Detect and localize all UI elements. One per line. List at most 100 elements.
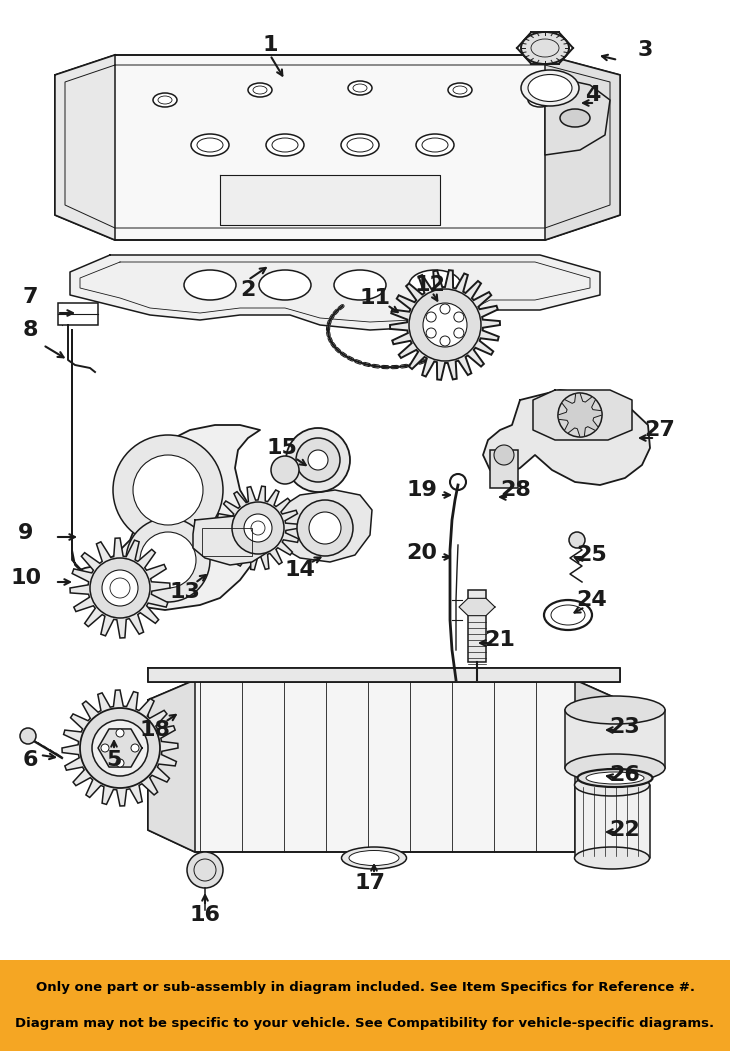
Circle shape <box>133 455 203 526</box>
Circle shape <box>309 512 341 544</box>
Text: Diagram may not be specific to your vehicle. See Compatibility for vehicle-speci: Diagram may not be specific to your vehi… <box>15 1017 715 1030</box>
Circle shape <box>20 728 36 744</box>
Circle shape <box>426 312 436 322</box>
Bar <box>565 710 665 768</box>
Ellipse shape <box>560 109 590 127</box>
Text: 4: 4 <box>585 85 601 105</box>
Circle shape <box>409 289 481 360</box>
Text: 13: 13 <box>169 582 201 602</box>
Circle shape <box>308 450 328 470</box>
Polygon shape <box>558 393 602 437</box>
Circle shape <box>116 729 124 737</box>
Ellipse shape <box>565 696 665 724</box>
Ellipse shape <box>349 850 399 866</box>
Text: 21: 21 <box>485 630 515 650</box>
Text: 25: 25 <box>577 545 607 565</box>
Text: 20: 20 <box>407 543 437 563</box>
Circle shape <box>244 514 272 542</box>
Ellipse shape <box>575 774 650 796</box>
Polygon shape <box>148 680 620 852</box>
Circle shape <box>494 445 514 465</box>
Polygon shape <box>55 55 620 240</box>
Circle shape <box>187 852 223 888</box>
Text: 28: 28 <box>501 480 531 500</box>
Text: 7: 7 <box>22 287 38 307</box>
Bar <box>202 528 252 556</box>
Ellipse shape <box>348 81 372 95</box>
Ellipse shape <box>334 270 386 300</box>
Circle shape <box>113 435 223 545</box>
Polygon shape <box>70 538 170 638</box>
Text: 23: 23 <box>610 717 640 737</box>
Ellipse shape <box>259 270 311 300</box>
Text: 15: 15 <box>266 438 297 458</box>
Circle shape <box>90 558 150 618</box>
Ellipse shape <box>521 32 569 64</box>
Circle shape <box>131 744 139 753</box>
Text: 12: 12 <box>415 275 445 295</box>
Text: 10: 10 <box>10 568 42 588</box>
Polygon shape <box>55 55 115 240</box>
Text: 14: 14 <box>285 560 315 580</box>
Bar <box>148 668 620 682</box>
Circle shape <box>440 304 450 314</box>
Ellipse shape <box>184 270 236 300</box>
Text: 24: 24 <box>577 590 607 610</box>
Polygon shape <box>575 680 620 852</box>
Text: 18: 18 <box>139 720 171 740</box>
Polygon shape <box>70 255 600 330</box>
Text: 8: 8 <box>22 320 38 341</box>
Circle shape <box>454 328 464 338</box>
Bar <box>468 590 486 662</box>
Circle shape <box>126 518 210 602</box>
Circle shape <box>286 428 350 492</box>
Bar <box>58 303 98 325</box>
Circle shape <box>558 393 602 437</box>
Circle shape <box>140 532 196 588</box>
Ellipse shape <box>586 772 644 784</box>
Circle shape <box>568 403 592 427</box>
Circle shape <box>569 532 585 548</box>
Circle shape <box>92 720 148 776</box>
Text: 27: 27 <box>645 420 675 440</box>
Polygon shape <box>545 75 610 154</box>
Ellipse shape <box>342 847 407 869</box>
Polygon shape <box>98 729 142 767</box>
Circle shape <box>101 744 109 753</box>
Text: 2: 2 <box>240 280 256 300</box>
Ellipse shape <box>153 92 177 107</box>
Polygon shape <box>148 680 195 852</box>
Circle shape <box>296 438 340 482</box>
Ellipse shape <box>416 133 454 156</box>
Ellipse shape <box>528 75 572 102</box>
Circle shape <box>426 328 436 338</box>
Text: 1: 1 <box>262 35 277 55</box>
Polygon shape <box>62 691 178 806</box>
Polygon shape <box>483 390 650 485</box>
Circle shape <box>440 336 450 346</box>
Text: 16: 16 <box>190 905 220 925</box>
Text: 6: 6 <box>22 750 38 770</box>
Polygon shape <box>390 270 500 379</box>
Polygon shape <box>220 176 440 225</box>
Ellipse shape <box>341 133 379 156</box>
Polygon shape <box>545 55 620 240</box>
Ellipse shape <box>248 83 272 97</box>
Text: 17: 17 <box>355 873 385 893</box>
Circle shape <box>102 570 138 606</box>
Polygon shape <box>148 668 620 682</box>
Ellipse shape <box>521 70 579 106</box>
Bar <box>0 960 730 1051</box>
Text: 3: 3 <box>637 40 653 60</box>
Bar <box>490 450 518 488</box>
Circle shape <box>454 312 464 322</box>
Text: 19: 19 <box>407 480 437 500</box>
Text: 26: 26 <box>610 765 640 785</box>
Ellipse shape <box>409 270 461 300</box>
Polygon shape <box>459 598 495 616</box>
Circle shape <box>423 303 467 347</box>
Circle shape <box>116 759 124 767</box>
Circle shape <box>80 708 160 788</box>
Ellipse shape <box>266 133 304 156</box>
Polygon shape <box>275 490 372 562</box>
